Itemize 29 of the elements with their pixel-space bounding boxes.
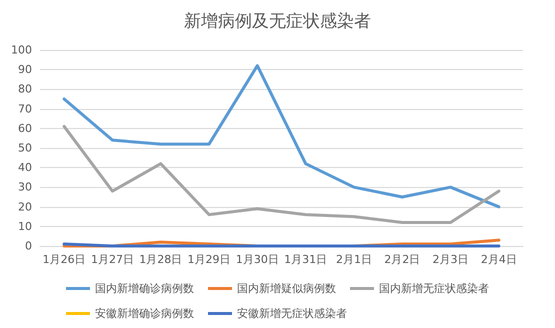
y-tick-label: 80 bbox=[18, 82, 32, 96]
line-series bbox=[62, 64, 500, 208]
x-tick-label: 1月26日 bbox=[42, 253, 86, 266]
x-tick-label: 1月31日 bbox=[284, 253, 328, 266]
y-tick-label: 40 bbox=[18, 161, 32, 174]
x-tick-label: 2月3日 bbox=[432, 253, 469, 266]
legend-label: 安徽新增确诊病例数 bbox=[95, 307, 194, 320]
y-tick-label: 50 bbox=[18, 142, 32, 154]
legend-label: 国内新增确诊病例数 bbox=[95, 282, 194, 295]
x-tick-label: 1月29日 bbox=[188, 253, 231, 266]
y-tick-label: 70 bbox=[18, 102, 32, 116]
x-tick-label: 2月4日 bbox=[480, 253, 517, 266]
x-tick-label: 2月1日 bbox=[336, 253, 372, 266]
y-tick-label: 0 bbox=[25, 240, 32, 252]
line-series bbox=[62, 124, 500, 224]
y-tick-label: 20 bbox=[18, 200, 32, 214]
x-tick-label: 1月30日 bbox=[236, 253, 279, 266]
chart-title: 新增病例及无症状感染者 bbox=[184, 12, 371, 32]
legend-label: 国内新增无症状感染者 bbox=[379, 282, 489, 295]
y-tick-label: 30 bbox=[18, 180, 32, 194]
y-tick-label: 90 bbox=[18, 63, 32, 76]
x-tick-label: 2月2日 bbox=[384, 253, 420, 266]
legend-label: 国内新增疑似病例数 bbox=[237, 282, 336, 295]
y-tick-label: 100 bbox=[11, 44, 32, 56]
y-tick-label: 10 bbox=[18, 220, 32, 233]
y-tick-label: 60 bbox=[18, 122, 32, 135]
x-tick-label: 1月27日 bbox=[90, 253, 134, 266]
x-tick-label: 1月28日 bbox=[139, 253, 182, 266]
legend-label: 安徽新增无症状感染者 bbox=[237, 307, 347, 320]
